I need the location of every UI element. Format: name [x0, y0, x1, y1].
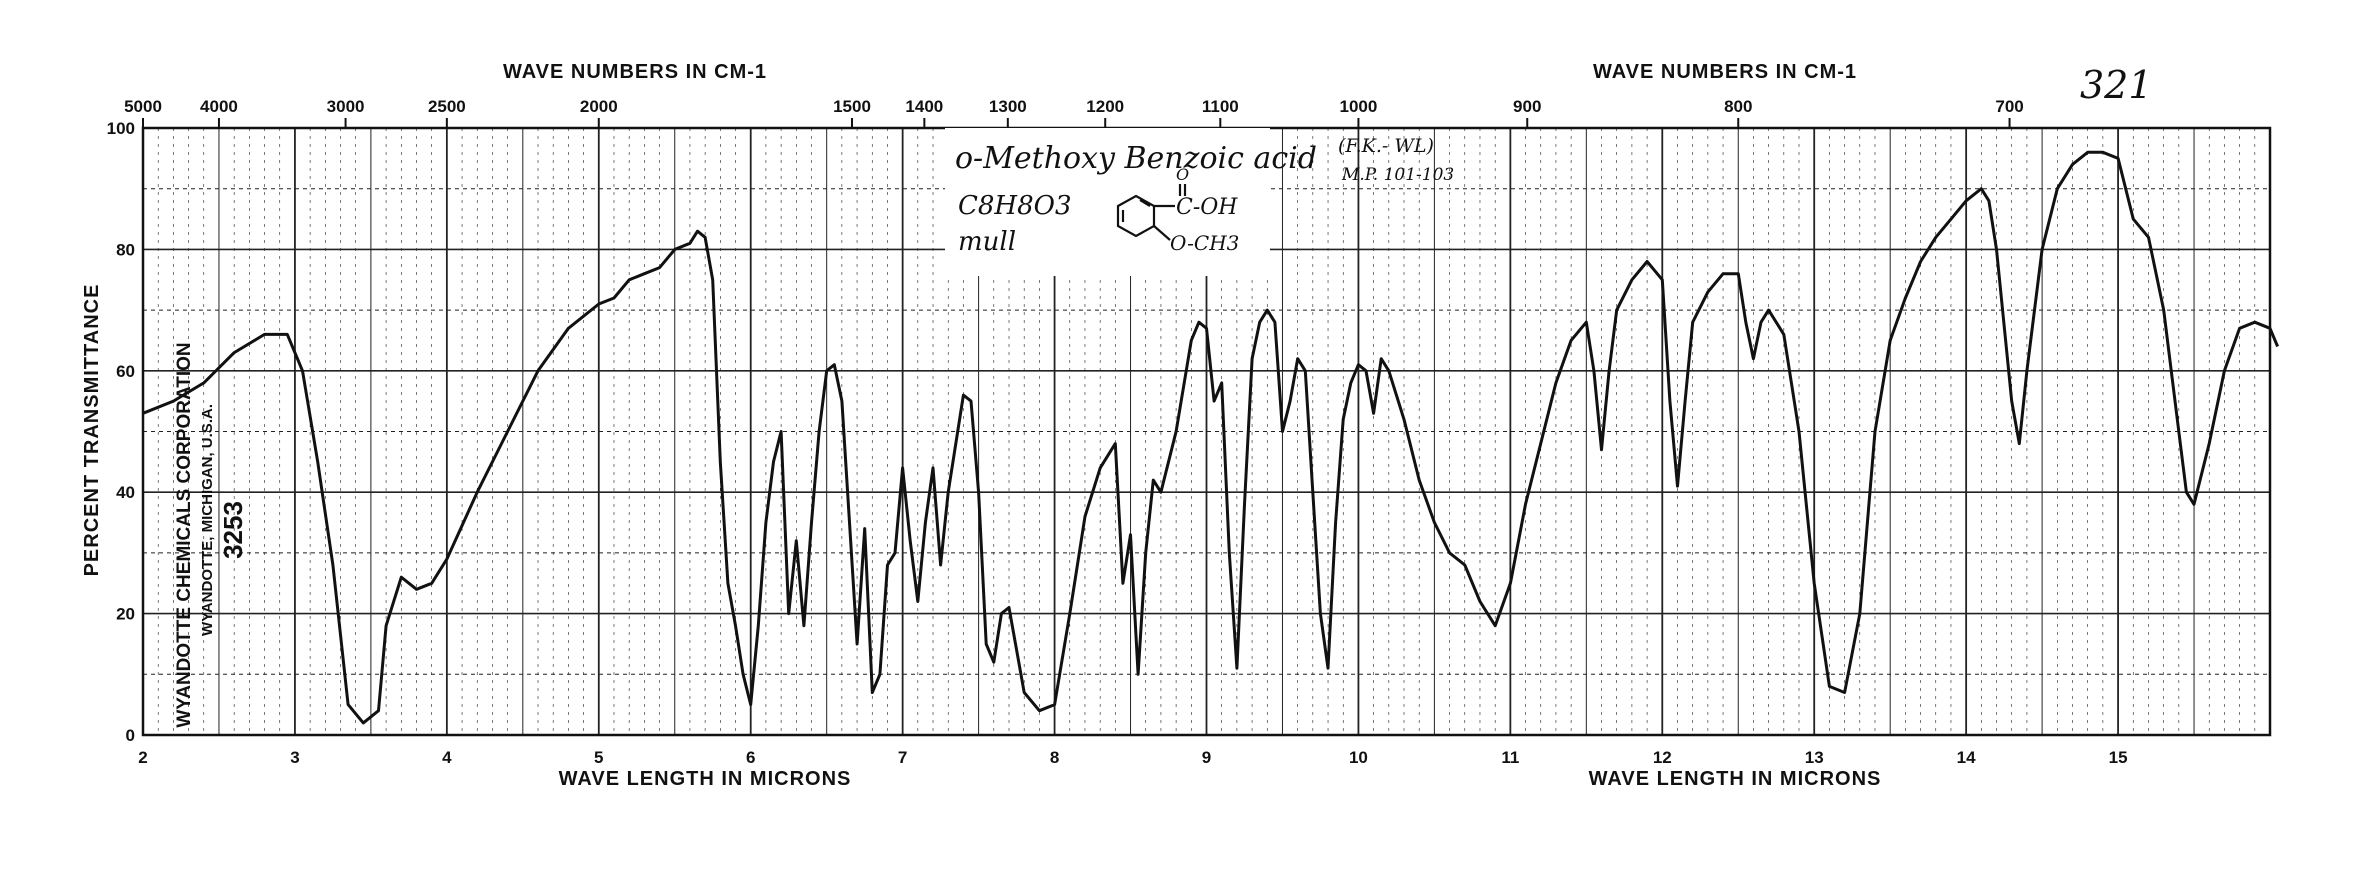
top-axis-title-left: WAVE NUMBERS IN CM-1 — [503, 61, 767, 83]
y-tick-label: 100 — [107, 119, 135, 138]
y-tick-label: 0 — [126, 726, 135, 745]
top-tick-label: 1000 — [1340, 97, 1378, 116]
compound-name: o-Methoxy Benzoic acid — [955, 141, 1317, 176]
top-tick-label: 1300 — [989, 97, 1027, 116]
top-tick-label: 2500 — [428, 97, 466, 116]
x-tick-label: 11 — [1501, 748, 1519, 767]
top-axis-title-right: WAVE NUMBERS IN CM-1 — [1593, 61, 1857, 83]
sample-method: mull — [958, 227, 1016, 257]
y-axis-title: PERCENT TRANSMITTANCE — [81, 284, 103, 577]
top-tick-label: 1100 — [1202, 97, 1239, 116]
page-number: 321 — [2080, 63, 2153, 107]
x-tick-label: 2 — [138, 748, 147, 767]
axis-ticks: 2 3 4 5 6 7 8 9 10 11 12 13 14 15 0 20 40 60 80 100 5000 4000… — [107, 97, 2128, 767]
x-tick-label: 12 — [1653, 748, 1672, 767]
carbonyl-oxygen: O — [1176, 165, 1189, 184]
series-line — [142, 150, 2279, 725]
molecular-formula: C8H8O3 — [958, 191, 1072, 221]
top-tick-label: 1200 — [1086, 97, 1124, 116]
top-tick-label: 2000 — [580, 97, 618, 116]
x-tick-label: 14 — [1957, 748, 1976, 767]
x-tick-label: 8 — [1050, 748, 1059, 767]
top-tick-label: 700 — [1995, 97, 2023, 116]
initials: (F.K.- WL) — [1338, 135, 1434, 157]
x-tick-label: 10 — [1349, 748, 1368, 767]
corporation-location: WYANDOTTE, MICHIGAN, U.S.A. — [199, 404, 216, 636]
top-tick-label: 900 — [1513, 97, 1541, 116]
x-tick-label: 15 — [2109, 748, 2128, 767]
x-tick-label: 3 — [290, 748, 299, 767]
x-tick-label: 4 — [442, 748, 452, 767]
top-tick-label: 800 — [1724, 97, 1752, 116]
top-tick-label: 3000 — [327, 97, 365, 116]
top-tick-label: 1500 — [833, 97, 871, 116]
top-tick-label: 5000 — [124, 97, 162, 116]
top-tick-label: 1400 — [905, 97, 943, 116]
melting-point: M.P. 101-103 — [1341, 165, 1454, 185]
methoxy-group: O-CH3 — [1170, 231, 1239, 255]
carboxyl-group: C-OH — [1176, 195, 1238, 220]
x-tick-label: 5 — [594, 748, 603, 767]
x-axis-title-right: WAVE LENGTH IN MICRONS — [1589, 768, 1882, 790]
x-tick-label: 7 — [898, 748, 907, 767]
x-tick-label: 6 — [746, 748, 755, 767]
benzene-ring-structure — [1116, 184, 1187, 241]
x-tick-label: 13 — [1805, 748, 1824, 767]
chart-number: 3253 — [218, 501, 248, 559]
y-tick-label: 20 — [116, 605, 135, 624]
corporation-name: WYANDOTTE CHEMICALS CORPORATION — [174, 342, 195, 727]
sample-label-card — [945, 128, 1270, 276]
x-tick-label: 9 — [1202, 748, 1211, 767]
top-tick-label: 4000 — [200, 97, 238, 116]
y-tick-label: 60 — [116, 362, 135, 381]
x-axis-title-left: WAVE LENGTH IN MICRONS — [559, 768, 852, 790]
y-tick-label: 40 — [116, 483, 135, 502]
y-tick-label: 80 — [116, 240, 135, 259]
